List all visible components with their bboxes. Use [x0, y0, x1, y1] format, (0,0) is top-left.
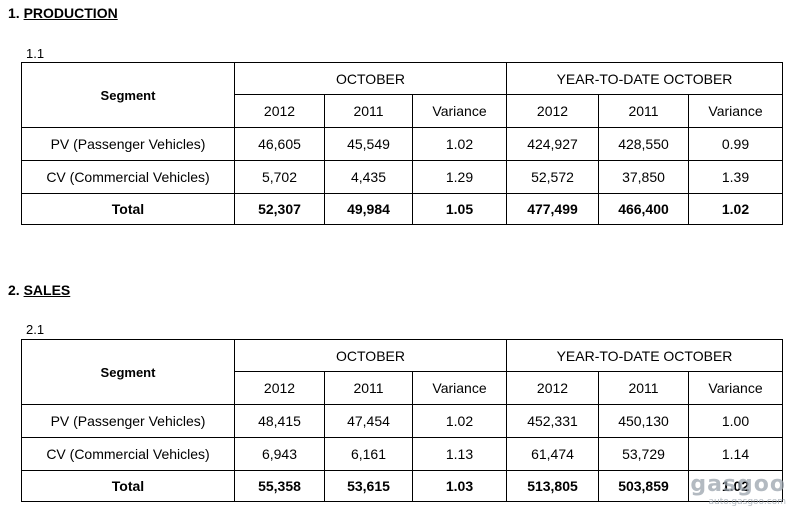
section-heading: SALES — [23, 282, 71, 298]
table-cell: 6,943 — [234, 437, 325, 471]
table-cell: 1.02 — [412, 127, 507, 161]
table-cell: 503,859 — [598, 470, 689, 502]
column-header: Variance — [688, 371, 783, 405]
group-header-ytd: YEAR-TO-DATE OCTOBER — [506, 339, 783, 372]
table-row: CV (Commercial Vehicles) 5,702 4,435 1.2… — [21, 160, 783, 194]
section-heading: PRODUCTION — [23, 5, 118, 21]
table-cell: 1.39 — [688, 160, 783, 194]
table-row: PV (Passenger Vehicles) 48,415 47,454 1.… — [21, 404, 783, 438]
section-number: 2. — [8, 282, 20, 298]
table-cell: 6,161 — [324, 437, 413, 471]
table-cell: 47,454 — [324, 404, 413, 438]
table-cell: 1.13 — [412, 437, 507, 471]
table-row: PV (Passenger Vehicles) 46,605 45,549 1.… — [21, 127, 783, 161]
table-cell: 513,805 — [506, 470, 599, 502]
table-cell: 477,499 — [506, 193, 599, 225]
table-cell: 48,415 — [234, 404, 325, 438]
watermark-brand: gasgoo — [690, 472, 786, 497]
group-header-october: OCTOBER — [234, 339, 507, 372]
table-cell: 452,331 — [506, 404, 599, 438]
table-cell: 52,572 — [506, 160, 599, 194]
row-label: PV (Passenger Vehicles) — [21, 127, 235, 161]
table-cell: 52,307 — [234, 193, 325, 225]
row-label: CV (Commercial Vehicles) — [21, 160, 235, 194]
segment-header: Segment — [21, 62, 235, 128]
table-cell: 46,605 — [234, 127, 325, 161]
table-cell: 1.02 — [412, 404, 507, 438]
table-cell: 1.03 — [412, 470, 507, 502]
total-label: Total — [21, 193, 235, 225]
table-cell: 450,130 — [598, 404, 689, 438]
column-header: 2011 — [324, 94, 413, 128]
section-title-sales: 2. SALES — [8, 282, 70, 298]
table-cell: 45,549 — [324, 127, 413, 161]
production-table: Segment OCTOBER YEAR-TO-DATE OCTOBER 201… — [21, 62, 783, 225]
group-header-october: OCTOBER — [234, 62, 507, 95]
table-cell: 5,702 — [234, 160, 325, 194]
column-header: 2011 — [324, 371, 413, 405]
column-header: Variance — [688, 94, 783, 128]
table-row: CV (Commercial Vehicles) 6,943 6,161 1.1… — [21, 437, 783, 471]
table-cell: 49,984 — [324, 193, 413, 225]
table-cell: 0.99 — [688, 127, 783, 161]
column-header: Variance — [412, 371, 507, 405]
table-cell: 53,615 — [324, 470, 413, 502]
total-row: Total 55,358 53,615 1.03 513,805 503,859… — [21, 470, 783, 502]
section-title-production: 1. PRODUCTION — [8, 5, 118, 21]
table-cell: 4,435 — [324, 160, 413, 194]
subsection-label: 1.1 — [26, 46, 45, 61]
row-label: CV (Commercial Vehicles) — [21, 437, 235, 471]
table-cell: 1.29 — [412, 160, 507, 194]
column-header: 2012 — [506, 94, 599, 128]
column-header: 2011 — [598, 94, 689, 128]
column-header: Variance — [412, 94, 507, 128]
table-cell: 53,729 — [598, 437, 689, 471]
column-header: 2012 — [234, 371, 325, 405]
column-header: 2012 — [234, 94, 325, 128]
watermark-logo: gasgoo auto.gasgoo.com — [690, 472, 786, 507]
table-cell: 37,850 — [598, 160, 689, 194]
table-cell: 1.05 — [412, 193, 507, 225]
total-row: Total 52,307 49,984 1.05 477,499 466,400… — [21, 193, 783, 225]
table-cell: 428,550 — [598, 127, 689, 161]
column-header: 2011 — [598, 371, 689, 405]
table-cell: 1.00 — [688, 404, 783, 438]
table-cell: 61,474 — [506, 437, 599, 471]
total-label: Total — [21, 470, 235, 502]
section-number: 1. — [8, 5, 20, 21]
group-header-ytd: YEAR-TO-DATE OCTOBER — [506, 62, 783, 95]
segment-header: Segment — [21, 339, 235, 405]
subsection-label: 2.1 — [26, 322, 45, 337]
watermark-site: auto.gasgoo.com — [708, 497, 786, 507]
column-header: 2012 — [506, 371, 599, 405]
table-cell: 424,927 — [506, 127, 599, 161]
row-label: PV (Passenger Vehicles) — [21, 404, 235, 438]
table-cell: 1.02 — [688, 470, 783, 502]
table-cell: 1.14 — [688, 437, 783, 471]
table-cell: 55,358 — [234, 470, 325, 502]
sales-table: Segment OCTOBER YEAR-TO-DATE OCTOBER 201… — [21, 339, 783, 502]
table-cell: 1.02 — [688, 193, 783, 225]
table-cell: 466,400 — [598, 193, 689, 225]
